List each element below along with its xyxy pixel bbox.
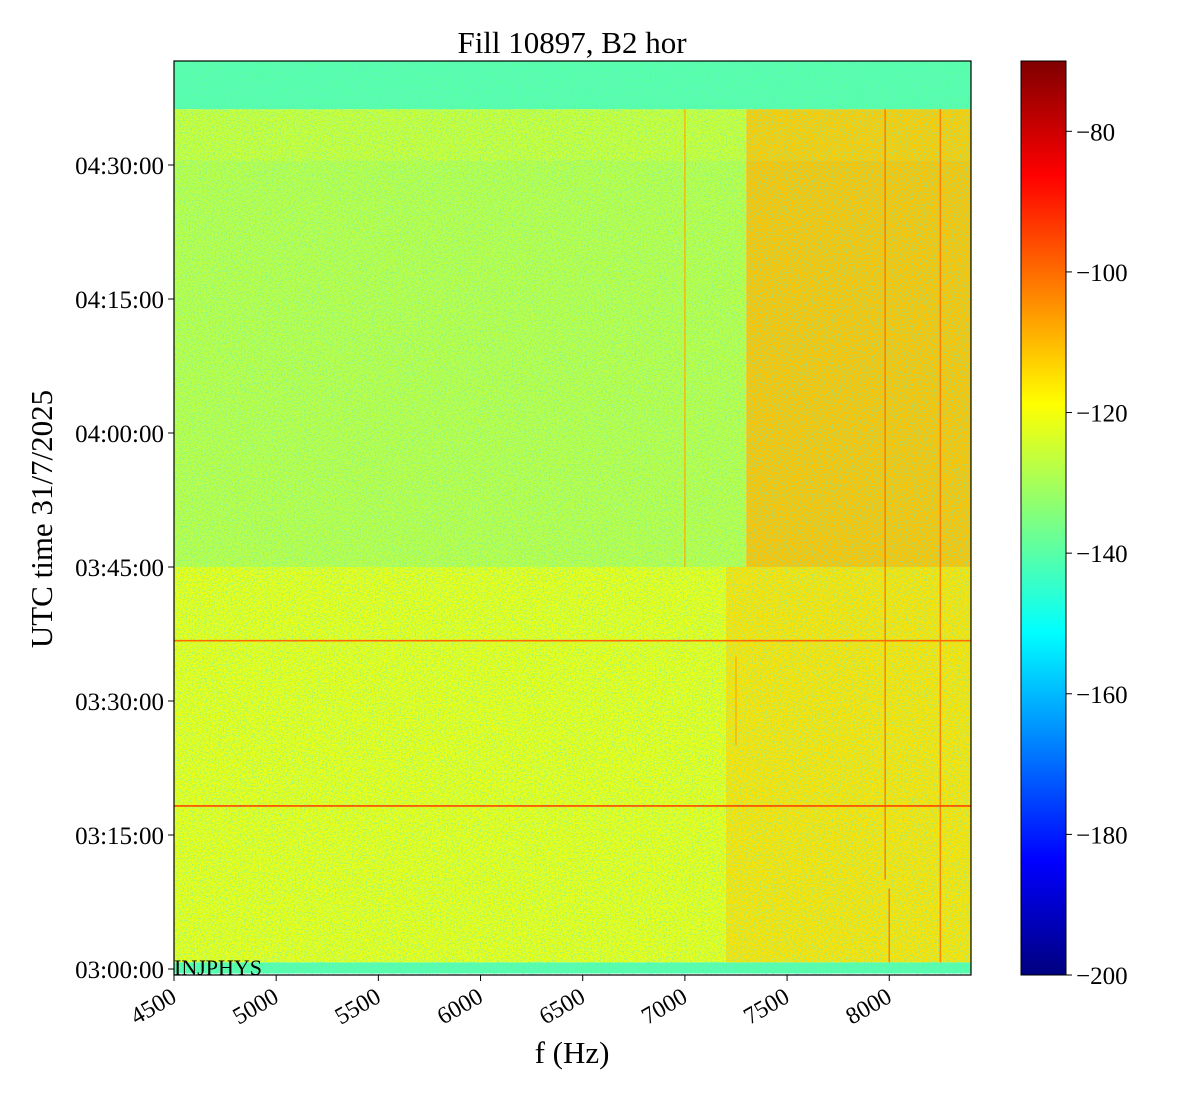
- y-tick-label: 04:15:00: [75, 287, 164, 314]
- colorbar-tick-label: −120: [1076, 401, 1128, 428]
- colorbar-tick-label: −100: [1076, 260, 1128, 287]
- y-tick-label: 03:45:00: [75, 555, 164, 582]
- y-tick-label: 03:00:00: [75, 957, 164, 984]
- spectrogram-noise-texture: [174, 61, 971, 975]
- y-tick-label: 04:00:00: [75, 421, 164, 448]
- y-tick-label: 04:30:00: [75, 153, 164, 180]
- y-tick-label: 03:15:00: [75, 823, 164, 850]
- colorbar-tick-label: −180: [1076, 822, 1128, 849]
- x-axis-label: f (Hz): [535, 1035, 610, 1070]
- spectrogram-plot-area: [174, 61, 971, 975]
- x-tick-label: 5000: [229, 984, 284, 1031]
- chart-title: Fill 10897, B2 hor: [457, 25, 687, 60]
- vertical-lines: [684, 109, 942, 963]
- y-axis-label: UTC time 31/7/2025: [24, 390, 59, 648]
- colorbar-tick-label: −160: [1076, 682, 1128, 709]
- x-axis-ticks: 4500 5000 5500 6000 6500 7000 7500 8000: [126, 975, 896, 1030]
- y-axis-ticks: 03:00:00 03:15:00 03:30:00 03:45:00 04:00:00…: [75, 153, 174, 984]
- x-tick-label: 7500: [740, 984, 795, 1031]
- colorbar-ticks: −200 −180 −160 −140 −120 −100 −80: [1066, 119, 1128, 990]
- annotation-label: INJPHYS: [174, 955, 262, 980]
- colorbar-tick-label: −80: [1076, 119, 1115, 146]
- x-tick-label: 4500: [126, 984, 181, 1031]
- x-tick-label: 6000: [433, 984, 488, 1031]
- x-tick-label: 6500: [535, 984, 590, 1031]
- x-tick-label: 5500: [331, 984, 386, 1031]
- plot-frame: [173, 60, 972, 976]
- horizontal-lines: [174, 639, 971, 807]
- colorbar-tick-label: −200: [1076, 963, 1128, 990]
- x-tick-label: 7000: [637, 984, 692, 1031]
- colorbar-tick-label: −140: [1076, 541, 1128, 568]
- colorbar: [1020, 60, 1067, 976]
- x-tick-label: 8000: [842, 984, 897, 1031]
- y-tick-label: 03:30:00: [75, 689, 164, 716]
